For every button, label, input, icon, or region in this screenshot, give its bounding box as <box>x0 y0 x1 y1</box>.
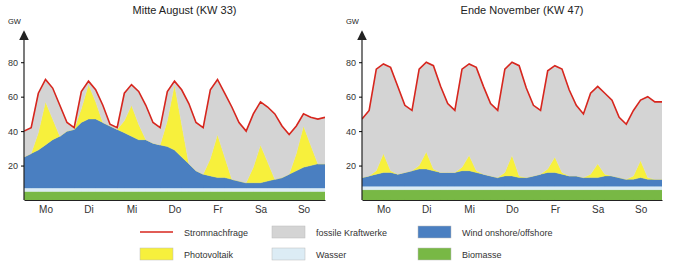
legend-swatch <box>418 226 451 238</box>
x-tick-label: Di <box>422 204 431 215</box>
y-tick-label: 20 <box>8 161 18 171</box>
x-tick-label: Do <box>169 204 182 215</box>
x-tick-label: Fr <box>551 204 561 215</box>
chart-title: Ende November (KW 47) <box>461 4 584 16</box>
y-axis-title: GW <box>346 17 360 26</box>
y-tick-label: 40 <box>8 126 18 136</box>
x-tick-label: Mo <box>39 204 53 215</box>
chart-root: 20 40 60 80 Mo Di Mi Do Fr Sa So Mitte August (KW 3… <box>0 0 677 272</box>
area-series <box>24 188 325 191</box>
x-tick-label: Fr <box>213 204 223 215</box>
x-tick: Fr <box>213 200 223 215</box>
plot-marks <box>24 79 325 200</box>
x-tick-label: Mi <box>127 204 138 215</box>
x-tick: Sa <box>592 200 605 215</box>
line-series <box>362 62 662 124</box>
x-axis: Mo Di Mi Do Fr Sa So <box>25 200 326 215</box>
legend-item: Stromnachfrage <box>140 228 248 238</box>
x-tick: Fr <box>551 200 561 215</box>
legend-label: Biomasse <box>462 250 502 260</box>
legend-item: Photovoltaik <box>140 248 234 260</box>
x-axis: Mo Di Mi Do Fr Sa So <box>363 200 663 215</box>
area-series <box>362 186 662 189</box>
y-tick: 40 <box>8 126 24 136</box>
y-axis: 20 40 60 80 <box>8 39 24 200</box>
x-axis-line <box>363 200 663 201</box>
chart-panel: 20 40 60 80 Mo Di Mi Do Fr Sa So Mitte August (KW 3… <box>8 4 326 215</box>
x-tick-label: So <box>298 204 311 215</box>
y-tick-mark <box>21 62 24 63</box>
x-tick: Di <box>84 200 93 215</box>
legend-swatch <box>272 248 305 260</box>
legend-label: fossile Kraftwerke <box>316 228 387 238</box>
y-tick-mark <box>21 166 24 167</box>
x-tick: Mo <box>39 200 53 215</box>
y-axis-title: GW <box>8 17 22 26</box>
legend-item: fossile Kraftwerke <box>272 226 387 238</box>
x-tick-label: Sa <box>592 204 605 215</box>
x-tick-label: Di <box>84 204 93 215</box>
area-series <box>362 190 662 200</box>
y-tick-mark <box>359 62 362 63</box>
x-tick-label: Do <box>506 204 519 215</box>
x-tick-label: Mo <box>377 204 391 215</box>
area-series <box>24 79 325 182</box>
x-tick: Mi <box>464 200 475 215</box>
y-tick: 80 <box>346 58 362 68</box>
y-tick: 20 <box>8 161 24 171</box>
legend-label: Wind onshore/offshore <box>462 228 552 238</box>
y-axis: 20 40 60 80 <box>346 39 362 200</box>
y-tick: 60 <box>8 92 24 102</box>
y-tick: 80 <box>8 58 24 68</box>
y-tick-mark <box>359 166 362 167</box>
chart-title: Mitte August (KW 33) <box>133 4 237 16</box>
y-tick-label: 20 <box>346 161 356 171</box>
x-tick: Mo <box>377 200 391 215</box>
y-tick: 40 <box>346 126 362 136</box>
legend-item: Wind onshore/offshore <box>418 226 552 238</box>
legend-swatch <box>140 248 173 260</box>
x-axis-line <box>25 200 326 201</box>
legend-item: Biomasse <box>418 248 502 260</box>
x-tick: Di <box>422 200 431 215</box>
chart-panel: 20 40 60 80 Mo Di Mi Do Fr Sa So Ende November (KW … <box>346 4 663 215</box>
x-tick-label: Sa <box>255 204 268 215</box>
y-tick-mark <box>21 131 24 132</box>
y-tick-mark <box>359 131 362 132</box>
y-tick-mark <box>21 97 24 98</box>
area-series <box>362 62 662 179</box>
y-tick-label: 60 <box>8 92 18 102</box>
y-tick-label: 80 <box>346 58 356 68</box>
y-tick: 20 <box>346 161 362 171</box>
legend-label: Wasser <box>316 250 346 260</box>
legend-swatch <box>418 248 451 260</box>
x-tick: So <box>298 200 311 215</box>
y-tick-mark <box>359 97 362 98</box>
x-tick: Do <box>506 200 519 215</box>
x-tick-label: So <box>635 204 648 215</box>
legend: Stromnachfrage fossile Kraftwerke Photovol… <box>140 226 552 260</box>
legend-item: Wasser <box>272 248 346 260</box>
y-tick-label: 60 <box>346 92 356 102</box>
legend-label: Stromnachfrage <box>184 228 248 238</box>
y-tick: 60 <box>346 92 362 102</box>
x-tick: Mi <box>127 200 138 215</box>
area-series <box>24 191 325 200</box>
y-tick-label: 80 <box>8 58 18 68</box>
x-tick-label: Mi <box>464 204 475 215</box>
line-series <box>24 79 325 134</box>
x-tick: Do <box>169 200 182 215</box>
legend-swatch <box>140 231 173 233</box>
plot-marks <box>362 62 662 200</box>
x-tick: Sa <box>255 200 268 215</box>
legend-swatch <box>272 226 305 238</box>
x-tick: So <box>635 200 648 215</box>
y-tick-label: 40 <box>346 126 356 136</box>
legend-label: Photovoltaik <box>184 250 234 260</box>
